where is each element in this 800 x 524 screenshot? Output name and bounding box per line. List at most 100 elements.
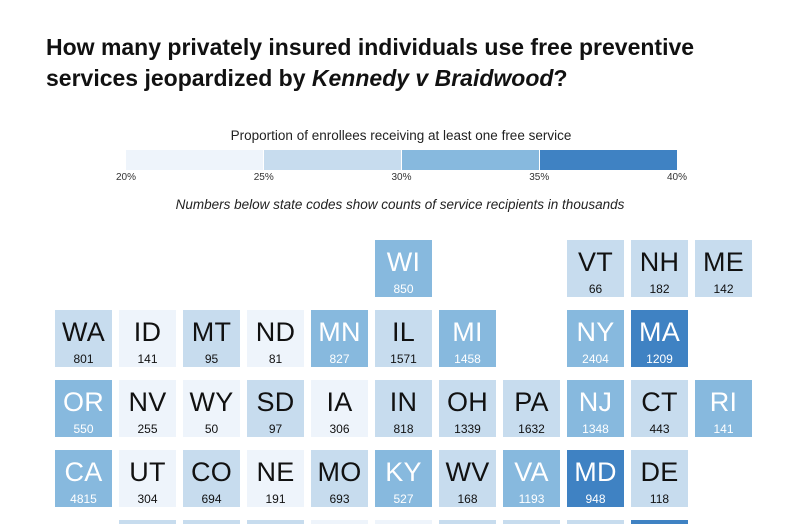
state-tile-me: ME 142 bbox=[695, 240, 752, 297]
state-tile-mo: MO 693 bbox=[311, 450, 368, 507]
state-code: ND bbox=[255, 317, 296, 347]
recipient-count: 1339 bbox=[454, 422, 481, 436]
state-tile-nd: ND 81 bbox=[247, 310, 304, 367]
state-tile-nh: NH 182 bbox=[631, 240, 688, 297]
state-tile-ia: IA 306 bbox=[311, 380, 368, 437]
state-tile-ne: NE 191 bbox=[247, 450, 304, 507]
subtitle-note: Numbers below state codes show counts of… bbox=[175, 197, 625, 212]
state-tile-mn: MN 827 bbox=[311, 310, 368, 367]
partial-state-tile bbox=[567, 520, 624, 524]
partial-state-tile bbox=[631, 520, 688, 524]
legend-bin-3 bbox=[540, 150, 677, 170]
recipient-count: 818 bbox=[393, 422, 414, 436]
legend-tick-label: 25% bbox=[253, 172, 274, 183]
recipient-count: 1193 bbox=[518, 492, 545, 506]
recipient-count: 527 bbox=[393, 492, 414, 506]
recipient-count: 1348 bbox=[582, 422, 609, 436]
state-tile-ri: RI 141 bbox=[695, 380, 752, 437]
state-tile-wy: WY 50 bbox=[183, 380, 240, 437]
state-code: VT bbox=[577, 247, 614, 277]
state-code: MT bbox=[191, 317, 232, 347]
recipient-count: 141 bbox=[713, 422, 734, 436]
state-tile-va: VA 1193 bbox=[503, 450, 560, 507]
state-code: WA bbox=[61, 317, 106, 347]
legend-tick-label: 35% bbox=[529, 172, 550, 183]
recipient-count: 550 bbox=[73, 422, 94, 436]
legend-bin-1 bbox=[264, 150, 402, 170]
state-tile-id: ID 141 bbox=[119, 310, 176, 367]
partial-state-tile bbox=[375, 520, 432, 524]
state-code: NY bbox=[576, 317, 615, 347]
state-code: WV bbox=[445, 457, 490, 487]
state-code: MN bbox=[318, 317, 361, 347]
legend-tick-label: 30% bbox=[391, 172, 412, 183]
state-tile-il: IL 1571 bbox=[375, 310, 432, 367]
state-code: RI bbox=[709, 387, 738, 417]
partial-state-tile bbox=[439, 520, 496, 524]
recipient-count: 191 bbox=[265, 492, 286, 506]
partial-state-tile bbox=[183, 520, 240, 524]
state-tile-nv: NV 255 bbox=[119, 380, 176, 437]
state-code: OH bbox=[446, 387, 489, 417]
recipient-count: 1571 bbox=[390, 352, 417, 366]
state-code: VA bbox=[514, 457, 549, 487]
state-tile-ct: CT 443 bbox=[631, 380, 688, 437]
state-code: MO bbox=[317, 457, 362, 487]
state-tile-or: OR 550 bbox=[55, 380, 112, 437]
recipient-count: 948 bbox=[585, 492, 606, 506]
state-code: ME bbox=[702, 247, 745, 277]
state-code: IN bbox=[389, 387, 418, 417]
state-code: MA bbox=[638, 317, 681, 347]
state-tile-in: IN 818 bbox=[375, 380, 432, 437]
title-question-mark: ? bbox=[553, 65, 568, 91]
recipient-count: 182 bbox=[649, 282, 670, 296]
recipient-count: 1458 bbox=[454, 352, 481, 366]
state-tile-ny: NY 2404 bbox=[567, 310, 624, 367]
state-code: ID bbox=[133, 317, 162, 347]
state-code: DE bbox=[640, 457, 679, 487]
state-tile-wv: WV 168 bbox=[439, 450, 496, 507]
state-code: CO bbox=[190, 457, 233, 487]
recipient-count: 66 bbox=[588, 282, 603, 296]
state-code: CT bbox=[641, 387, 678, 417]
recipient-count: 97 bbox=[268, 422, 283, 436]
state-tile-mt: MT 95 bbox=[183, 310, 240, 367]
state-code: SD bbox=[256, 387, 295, 417]
partial-state-tile bbox=[119, 520, 176, 524]
chart-title: How many privately insured individuals u… bbox=[46, 32, 766, 94]
recipient-count: 142 bbox=[713, 282, 734, 296]
state-tile-ca: CA 4815 bbox=[55, 450, 112, 507]
state-code: OR bbox=[62, 387, 105, 417]
state-code: PA bbox=[514, 387, 549, 417]
partial-state-tile bbox=[247, 520, 304, 524]
state-tile-mi: MI 1458 bbox=[439, 310, 496, 367]
recipient-count: 850 bbox=[393, 282, 414, 296]
recipient-count: 81 bbox=[268, 352, 283, 366]
state-code: MD bbox=[574, 457, 617, 487]
legend-title: Proportion of enrollees receiving at lea… bbox=[230, 128, 572, 143]
state-tile-ma: MA 1209 bbox=[631, 310, 688, 367]
color-legend-bar bbox=[126, 150, 677, 170]
recipient-count: 827 bbox=[329, 352, 350, 366]
state-code: NE bbox=[256, 457, 295, 487]
recipient-count: 50 bbox=[204, 422, 219, 436]
legend-tick-label: 20% bbox=[115, 172, 137, 183]
state-tile-pa: PA 1632 bbox=[503, 380, 560, 437]
state-tile-de: DE 118 bbox=[631, 450, 688, 507]
state-code: CA bbox=[64, 457, 103, 487]
recipient-count: 801 bbox=[73, 352, 94, 366]
state-code: UT bbox=[129, 457, 166, 487]
state-code: WY bbox=[189, 387, 234, 417]
recipient-count: 1209 bbox=[646, 352, 673, 366]
recipient-count: 443 bbox=[649, 422, 670, 436]
state-code: IL bbox=[391, 317, 416, 347]
state-tile-wi: WI 850 bbox=[375, 240, 432, 297]
state-tile-vt: VT 66 bbox=[567, 240, 624, 297]
state-code: NV bbox=[128, 387, 167, 417]
state-tile-nj: NJ 1348 bbox=[567, 380, 624, 437]
recipient-count: 1632 bbox=[518, 422, 545, 436]
state-code: KY bbox=[385, 457, 422, 487]
state-tile-co: CO 694 bbox=[183, 450, 240, 507]
partial-state-tile bbox=[503, 520, 560, 524]
